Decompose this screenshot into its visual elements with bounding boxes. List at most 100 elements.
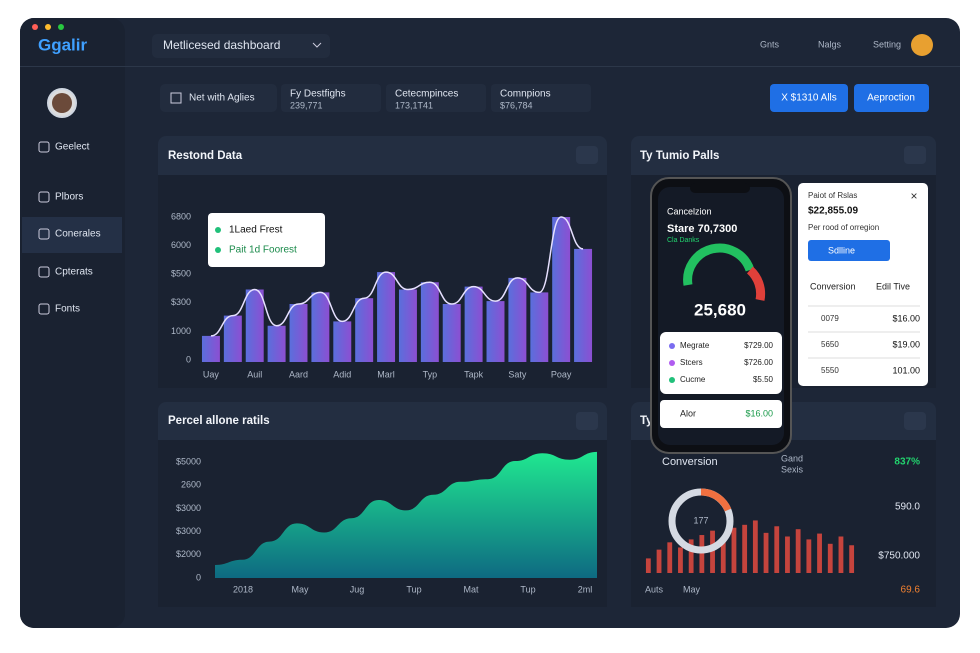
x-label: 2ml [578,584,593,594]
legend-popup [208,213,325,267]
stat-box [491,84,591,112]
bar [355,298,374,362]
stat-value: 239,771 [290,100,323,110]
nav-item[interactable]: Fonts [55,304,80,315]
nav-item[interactable]: Plbors [55,192,83,203]
x-label: Tup [406,584,421,594]
bar [574,248,593,362]
nav-icon [38,303,50,315]
top-link[interactable]: Nalgs [818,39,842,49]
stat: 837% [894,457,920,468]
x-label: Tapk [464,369,484,379]
y-label: $5000 [176,456,201,466]
panel-title: Ty [640,415,653,427]
bar [678,547,683,573]
panel-menu[interactable] [904,146,926,164]
x-label: Aard [289,369,308,379]
phone-item: Megrate [680,341,710,350]
nav-icon [38,191,50,203]
bar [827,543,833,573]
dashboard-select[interactable] [152,34,330,58]
x-label: Adid [333,369,351,379]
popup-cell: 101.00 [892,365,920,375]
y-label: $3000 [176,526,201,536]
y-label: 0 [186,354,191,364]
phone-value: $729.00 [744,341,773,350]
panel-title: Percel allone ratils [168,415,270,427]
bar [267,325,286,362]
stat-value: 173,1T41 [395,100,433,110]
legend: Sexis [781,464,804,474]
button-label: Aeproction [867,93,915,104]
nav-icon [38,266,50,278]
popup-amount: $22,855.09 [808,206,858,217]
bar [699,535,705,573]
trend-line [210,216,584,337]
y-label: 6000 [171,240,191,250]
phone-item: Stcers [680,358,703,367]
popup-header: Edil Tive [876,281,910,291]
bar [763,532,769,573]
bar [656,549,662,573]
phone-subtitle: Stare 70,7300 [667,223,737,235]
area [215,451,597,578]
divider [20,66,960,67]
bar [817,533,822,573]
bar [774,526,780,573]
phone-note: Cla Danks [667,237,700,244]
legend-dot [215,247,221,253]
bar [442,304,461,362]
x-label: Auil [247,369,262,379]
bar [731,527,737,573]
phone-footer [660,400,782,428]
panel-menu[interactable] [576,412,598,430]
bar [710,530,715,573]
bar [201,335,220,362]
phone-item: Cucme [680,375,706,384]
x-label: Auts [645,584,664,594]
bar [223,315,242,362]
x-label: Mat [463,584,479,594]
nav-item[interactable]: Geelect [55,142,90,153]
nav-item[interactable]: Cpterats [55,267,93,278]
nav-icon [38,141,50,153]
bar [795,529,801,573]
top-link[interactable]: Gnts [760,39,780,49]
plot-area [631,440,936,607]
phone-value: $16.00 [745,408,773,418]
popup-button[interactable] [808,240,890,261]
top-link[interactable]: Setting [873,39,901,49]
y-label: 2600 [181,480,201,490]
profile-photo [52,93,72,113]
stat: 590.0 [895,502,920,513]
stat-box [386,84,486,112]
x-label: May [683,584,701,594]
x-label: Saty [508,369,527,379]
x-label: Jug [350,584,365,594]
bar [377,272,396,362]
bar [645,558,651,573]
y-label: $300 [171,297,191,307]
x-label: Typ [423,369,438,379]
close[interactable]: × [910,189,917,203]
bar [464,286,483,362]
dot [58,24,64,30]
dot [45,24,51,30]
x-label: Poay [551,369,572,379]
stat-label: Cetecmpinces [395,89,458,100]
gauge [683,243,755,286]
avatar[interactable] [911,34,933,56]
button[interactable] [854,84,929,112]
popup-title: Paiot of Rslas [808,191,857,200]
button[interactable] [770,84,848,112]
nav-item[interactable]: Conerales [55,229,101,240]
legend-label: Pait 1d Foorest [229,245,297,256]
bar [752,520,758,573]
filter[interactable] [160,84,277,112]
filter-label: Net with Aglies [189,93,255,104]
phone-value: $5.50 [753,375,774,384]
bar [552,217,571,362]
phone-value: $726.00 [744,358,773,367]
panel-menu[interactable] [576,146,598,164]
panel-menu[interactable] [904,412,926,430]
